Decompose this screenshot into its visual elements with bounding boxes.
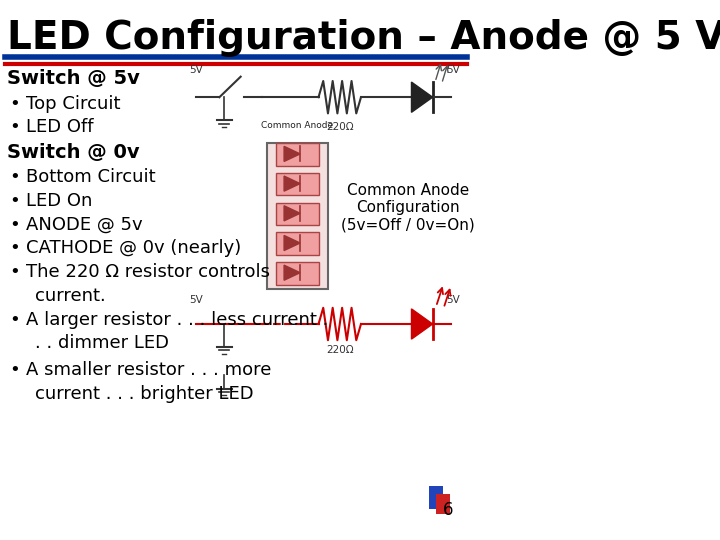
Text: current.: current. [35,287,106,305]
Polygon shape [284,235,300,251]
Text: 6: 6 [443,502,453,519]
Text: 5V: 5V [189,65,203,75]
Text: Switch @ 0v: Switch @ 0v [7,143,140,162]
Text: 220Ω: 220Ω [326,345,354,355]
Text: . . dimmer LED: . . dimmer LED [35,334,169,353]
Text: LED On: LED On [26,192,92,210]
Text: •: • [9,192,20,210]
Text: •: • [9,361,20,379]
Text: CATHODE @ 0v (nearly): CATHODE @ 0v (nearly) [26,239,241,258]
Text: •: • [9,310,20,329]
FancyBboxPatch shape [276,173,318,195]
Text: Bottom Circuit: Bottom Circuit [26,168,156,186]
Polygon shape [284,176,300,191]
Text: Switch @ 5v: Switch @ 5v [7,69,140,88]
Text: A larger resistor . . . less current .: A larger resistor . . . less current . [26,310,328,329]
Text: •: • [9,239,20,258]
Text: Top Circuit: Top Circuit [26,94,120,113]
Text: •: • [9,118,20,136]
Text: The 220 Ω resistor controls the: The 220 Ω resistor controls the [26,263,305,281]
Text: 5V: 5V [189,295,203,305]
FancyBboxPatch shape [276,202,318,225]
FancyBboxPatch shape [266,143,328,289]
Text: A smaller resistor . . . more: A smaller resistor . . . more [26,361,271,379]
Text: Common Anode
Configuration
(5v=Off / 0v=On): Common Anode Configuration (5v=Off / 0v=… [341,183,475,233]
FancyBboxPatch shape [436,494,450,514]
Text: •: • [9,263,20,281]
Text: ANODE @ 5v: ANODE @ 5v [26,215,143,234]
FancyBboxPatch shape [276,143,318,166]
Text: 220Ω: 220Ω [326,122,354,132]
Text: 5V: 5V [446,295,460,305]
Polygon shape [284,146,300,161]
Text: Vcc: Vcc [295,157,309,166]
FancyBboxPatch shape [276,232,318,255]
Text: •: • [9,168,20,186]
Text: •: • [9,215,20,234]
Polygon shape [284,265,300,280]
Text: Common Anode: Common Anode [261,120,333,130]
Text: LED Configuration – Anode @ 5 Volts: LED Configuration – Anode @ 5 Volts [7,19,720,57]
Text: LED Off: LED Off [26,118,94,136]
Text: •: • [9,94,20,113]
FancyBboxPatch shape [429,486,443,509]
Polygon shape [411,82,433,112]
Polygon shape [411,309,433,339]
FancyBboxPatch shape [276,262,318,285]
Polygon shape [284,206,300,221]
Text: current . . . brighter LED: current . . . brighter LED [35,384,254,403]
Text: 5V: 5V [446,65,460,75]
